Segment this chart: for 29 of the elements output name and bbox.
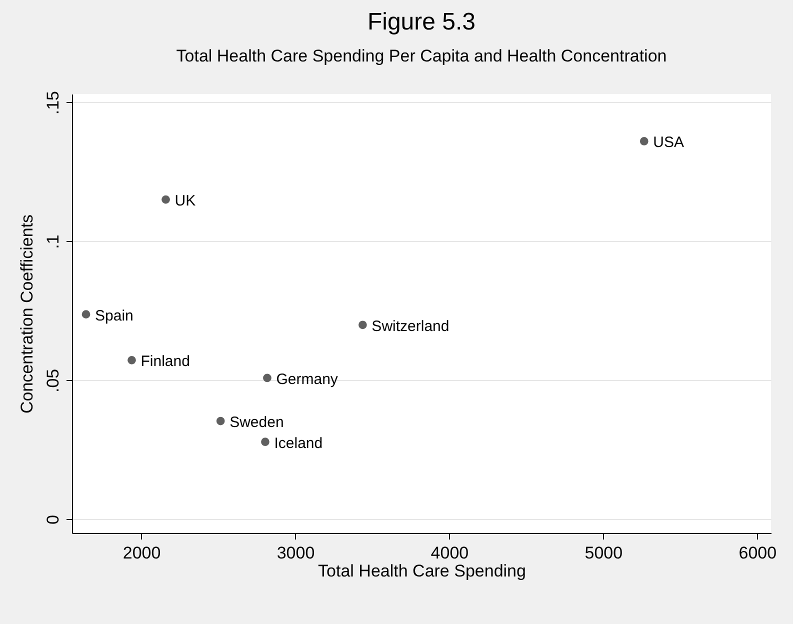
point [216,416,225,426]
y-tick-label: .1 [44,234,62,249]
x-axis-title: Total Health Care Spending [318,562,526,580]
annotation: Spain [95,307,134,324]
chart-title: Figure 5.3 [367,8,476,36]
x-tick-label: 5000 [584,544,623,562]
point [82,310,90,319]
y-axis-title: Concentration Coefficients [18,214,36,414]
chart-subtitle: Total Health Care Spending Per Capita and Health Concentration [176,46,667,66]
point [263,374,272,382]
annotation: Sweden [230,414,284,432]
point [358,320,367,330]
point [128,356,136,364]
annotation: Iceland [274,434,323,452]
y-tick-label: .05 [44,368,62,393]
point [261,438,270,446]
x-tick-label: 2000 [122,544,161,562]
x-tick-label: 4000 [430,544,469,562]
point [640,137,648,146]
y-tick-label: 0 [44,514,62,524]
annotation: UK [174,192,196,210]
annotation: Switzerland [372,318,450,335]
annotation: Finland [140,353,190,370]
x-tick-label: 6000 [738,544,777,562]
annotation: Germany [276,370,338,388]
annotation: USA [653,134,684,152]
point [162,195,170,204]
x-tick-label: 3000 [276,544,315,562]
y-tick-label: .15 [44,91,62,115]
